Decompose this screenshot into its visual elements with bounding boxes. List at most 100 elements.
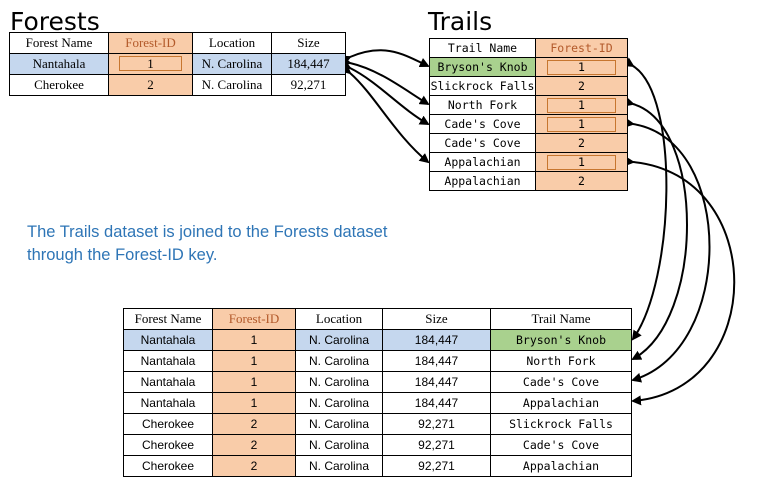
joined-cell-forest-id: 2 — [212, 413, 296, 435]
trails-header-forest-id: Forest-ID — [535, 38, 628, 58]
joined-cell-trail-name: Appalachian — [490, 455, 632, 477]
joined-cell-size: 92,271 — [382, 434, 491, 456]
forests-cell-size: 92,271 — [271, 74, 346, 96]
trails-cell-forest-id: 2 — [535, 76, 628, 96]
forests-title: Forests — [10, 7, 100, 36]
joined-cell-location: N. Carolina — [295, 455, 383, 477]
forests-header-size: Size — [271, 32, 346, 54]
link-arrow-bryson-joined — [623, 57, 668, 341]
trails-cell-trail-name: Appalachian — [429, 171, 536, 191]
trails-cell-forest-id: 1 — [535, 152, 628, 172]
trails-cell-trail-name: Slickrock Falls — [429, 76, 536, 96]
trails-cell-trail-name: North Fork — [429, 95, 536, 115]
joined-cell-location: N. Carolina — [295, 434, 383, 456]
joined-cell-forest-id: 1 — [212, 329, 296, 351]
joined-cell-trail-name: Bryson's Knob — [490, 329, 632, 351]
trails-row: Appalachian 2 — [429, 171, 628, 191]
joined-row: Nantahala 1 N. Carolina 184,447 Bryson's… — [123, 329, 632, 351]
forests-cell-location: N. Carolina — [192, 74, 272, 96]
forests-key-highlight: 1 — [118, 56, 183, 71]
joined-header-size: Size — [382, 308, 491, 330]
link-arrow-bryson — [340, 49, 430, 68]
trails-cell-forest-id: 2 — [535, 133, 628, 153]
trails-row: Slickrock Falls 2 — [429, 76, 628, 96]
joined-cell-forest-name: Cherokee — [123, 413, 213, 435]
joined-row: Cherokee 2 N. Carolina 92,271 Slickrock … — [123, 413, 632, 435]
trails-cell-forest-id: 1 — [535, 95, 628, 115]
joined-row: Nantahala 1 N. Carolina 184,447 Appalach… — [123, 392, 632, 414]
forests-row-nantahala: Nantahala 1 N. Carolina 184,447 — [9, 53, 346, 75]
link-arrow-cades-cove-joined — [624, 117, 711, 383]
forests-cell-forest-id: 1 — [108, 53, 193, 75]
joined-cell-forest-id: 1 — [212, 350, 296, 372]
trails-cell-forest-id: 2 — [535, 171, 628, 191]
joined-cell-forest-id: 1 — [212, 371, 296, 393]
trails-key-highlight: 1 — [546, 116, 617, 132]
joined-cell-size: 184,447 — [382, 392, 491, 414]
trails-cell-trail-name: Bryson's Knob — [429, 57, 536, 77]
joined-cell-forest-name: Nantahala — [123, 392, 213, 414]
joined-cell-trail-name: Appalachian — [490, 392, 632, 414]
link-arrow-appalachian — [340, 63, 430, 164]
joined-header-forest-id: Forest-ID — [212, 308, 296, 330]
trails-cell-trail-name: Cade's Cove — [429, 133, 536, 153]
joined-table: Forest Name Forest-ID Location Size Trai… — [123, 308, 632, 477]
link-arrow-north-fork-joined — [623, 96, 688, 360]
trails-row: Appalachian 1 — [429, 152, 628, 172]
joined-cell-location: N. Carolina — [295, 329, 383, 351]
forests-header-row: Forest Name Forest-ID Location Size — [9, 32, 346, 54]
joined-row: Cherokee 2 N. Carolina 92,271 Cade's Cov… — [123, 434, 632, 456]
joined-cell-trail-name: Cade's Cove — [490, 434, 632, 456]
forests-cell-forest-name: Cherokee — [9, 74, 109, 96]
joined-row: Cherokee 2 N. Carolina 92,271 Appalachia… — [123, 455, 632, 477]
joined-cell-forest-name: Nantahala — [123, 350, 213, 372]
trails-key-highlight: 1 — [546, 97, 617, 113]
joined-cell-trail-name: Slickrock Falls — [490, 413, 632, 435]
trails-cell-trail-name: Cade's Cove — [429, 114, 536, 134]
joined-cell-size: 92,271 — [382, 455, 491, 477]
joined-row: Nantahala 1 N. Carolina 184,447 Cade's C… — [123, 371, 632, 393]
joined-cell-size: 184,447 — [382, 329, 491, 351]
joined-cell-forest-id: 2 — [212, 434, 296, 456]
forests-header-forest-name: Forest Name — [9, 32, 109, 54]
joined-cell-forest-id: 2 — [212, 455, 296, 477]
trails-key-highlight: 1 — [546, 154, 617, 170]
trails-row: Cade's Cove 1 — [429, 114, 628, 134]
joined-cell-forest-name: Nantahala — [123, 329, 213, 351]
forests-cell-location: N. Carolina — [192, 53, 272, 75]
trails-table: Trail Name Forest-ID Bryson's Knob 1 Sli… — [429, 38, 628, 191]
joined-cell-location: N. Carolina — [295, 371, 383, 393]
trails-key-highlight: 1 — [546, 59, 617, 75]
joined-cell-location: N. Carolina — [295, 413, 383, 435]
trails-cell-forest-id: 1 — [535, 114, 628, 134]
trails-cell-trail-name: Appalachian — [429, 152, 536, 172]
trails-header-trail-name: Trail Name — [429, 38, 536, 58]
join-caption-line-1: The Trails dataset is joined to the Fore… — [27, 223, 388, 241]
trails-row: Bryson's Knob 1 — [429, 57, 628, 77]
joined-row: Nantahala 1 N. Carolina 184,447 North Fo… — [123, 350, 632, 372]
forests-cell-forest-id: 2 — [108, 74, 193, 96]
trails-header-row: Trail Name Forest-ID — [429, 38, 628, 58]
joined-cell-location: N. Carolina — [295, 350, 383, 372]
joined-header-forest-name: Forest Name — [123, 308, 213, 330]
joined-cell-trail-name: Cade's Cove — [490, 371, 632, 393]
trails-row: Cade's Cove 2 — [429, 133, 628, 153]
joined-header-trail-name: Trail Name — [490, 308, 632, 330]
link-arrow-appalachian-joined — [624, 156, 736, 406]
trails-row: North Fork 1 — [429, 95, 628, 115]
joined-cell-trail-name: North Fork — [490, 350, 632, 372]
joined-cell-size: 184,447 — [382, 350, 491, 372]
join-caption-line-2: through the Forest-ID key. — [27, 246, 218, 264]
joined-cell-forest-id: 1 — [212, 392, 296, 414]
trails-cell-forest-id: 1 — [535, 57, 628, 77]
trails-title: Trails — [428, 7, 493, 36]
joined-cell-forest-name: Nantahala — [123, 371, 213, 393]
forests-row-cherokee: Cherokee 2 N. Carolina 92,271 — [9, 74, 346, 96]
joined-header-row: Forest Name Forest-ID Location Size Trai… — [123, 308, 632, 330]
joined-cell-location: N. Carolina — [295, 392, 383, 414]
forests-header-forest-id: Forest-ID — [108, 32, 193, 54]
joined-cell-forest-name: Cherokee — [123, 455, 213, 477]
join-caption: The Trails dataset is joined to the Fore… — [27, 221, 467, 267]
joined-header-location: Location — [295, 308, 383, 330]
